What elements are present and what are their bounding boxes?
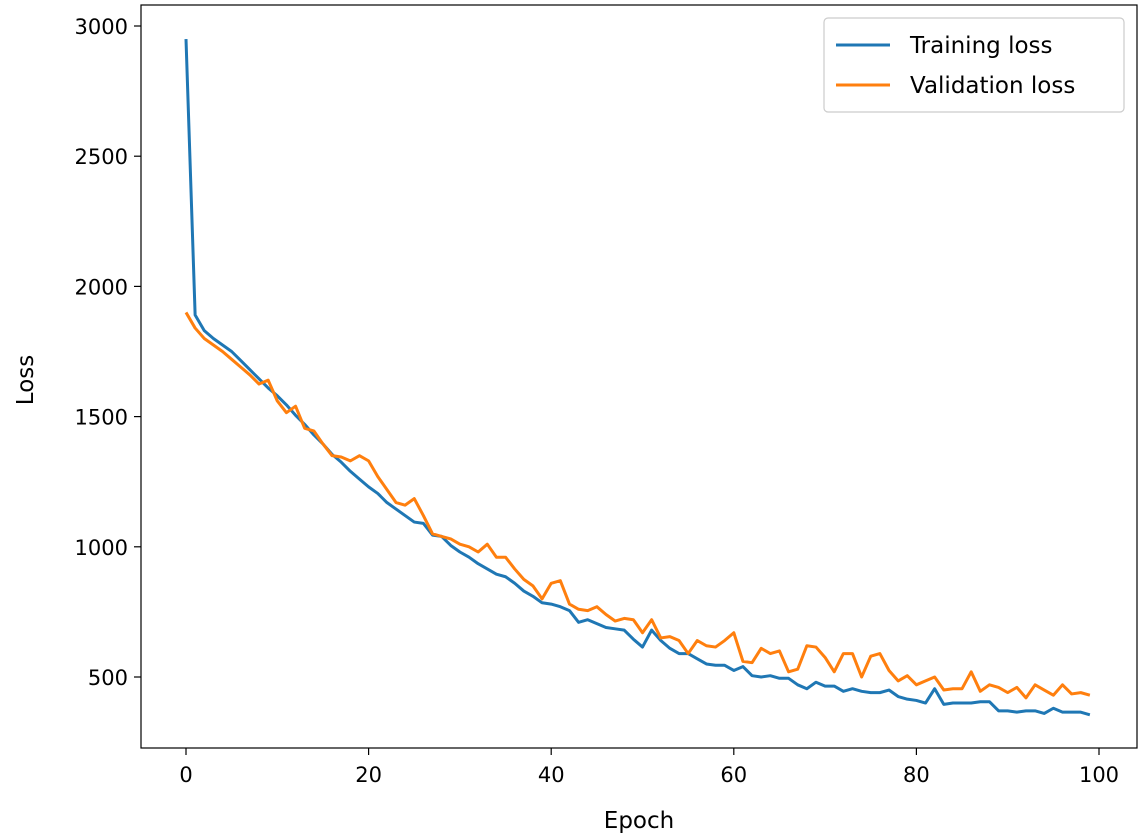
- x-tick-label: 40: [538, 763, 565, 787]
- x-axis-label: Epoch: [604, 808, 674, 834]
- x-tick-label: 0: [179, 763, 192, 787]
- legend-label-training: Training loss: [909, 33, 1053, 59]
- y-axis-label: Loss: [13, 355, 39, 405]
- legend-box: [823, 17, 1125, 113]
- y-tick-label: 2500: [75, 145, 128, 169]
- legend: Training loss Validation loss: [823, 17, 1125, 113]
- series-line-validation: [184, 311, 1091, 700]
- legend-label-validation: Validation loss: [910, 73, 1075, 99]
- series-line-training: [184, 38, 1091, 717]
- y-tick-label: 500: [88, 666, 128, 690]
- y-tick-label: 1500: [75, 406, 128, 430]
- y-tick-label: 3000: [75, 15, 128, 39]
- x-tick-label: 60: [720, 763, 747, 787]
- x-tick-label: 20: [355, 763, 382, 787]
- x-tick-label: 100: [1079, 763, 1119, 787]
- x-tick-label: 80: [903, 763, 930, 787]
- y-tick-label: 2000: [75, 275, 128, 299]
- y-tick-label: 1000: [75, 536, 128, 560]
- plot-frame: [140, 4, 1138, 749]
